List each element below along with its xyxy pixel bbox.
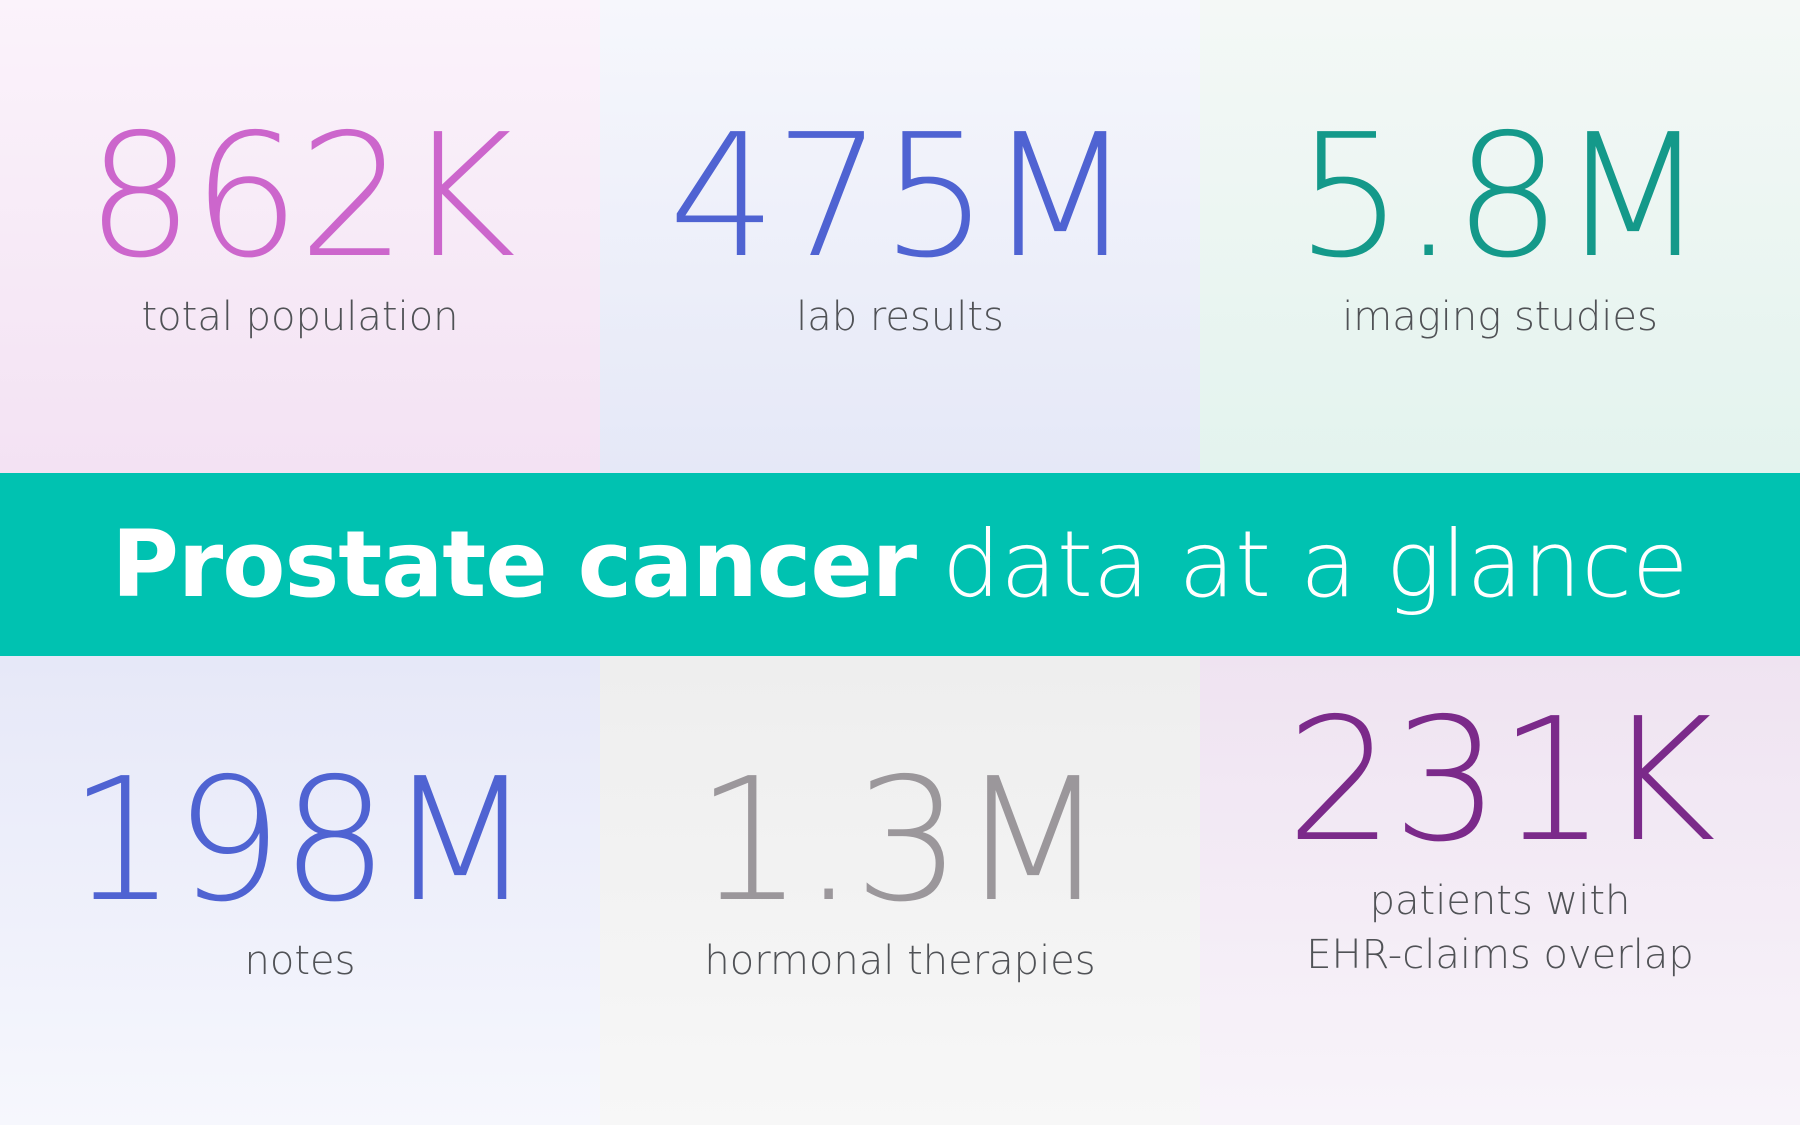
stat-value: 231K	[1286, 682, 1716, 880]
stat-value: 475M	[668, 98, 1133, 296]
stat-label: patients with EHR-claims overlap	[1306, 874, 1693, 982]
stat-card-imaging-studies: 5.8M imaging studies	[1200, 0, 1800, 473]
title-banner: Prostate cancer data at a glance	[0, 473, 1800, 656]
stat-label-line: patients with	[1369, 878, 1631, 924]
stat-value: 862K	[86, 98, 516, 296]
stat-label: lab results	[796, 294, 1004, 340]
stat-label: total population	[141, 294, 459, 340]
stat-card-hormonal-therapies: 1.3M hormonal therapies	[600, 656, 1200, 1125]
stat-card-notes: 198M notes	[0, 656, 600, 1125]
stat-label: hormonal therapies	[704, 938, 1096, 984]
stat-value: 1.3M	[695, 742, 1106, 940]
stat-value: 198M	[68, 742, 533, 940]
stats-row-top: 862K total population 475M lab results 5…	[0, 0, 1800, 473]
stats-row-bottom: 198M notes 1.3M hormonal therapies 231K …	[0, 656, 1800, 1125]
stat-label: notes	[244, 938, 356, 984]
stat-card-ehr-claims-overlap: 231K patients with EHR-claims overlap	[1200, 656, 1800, 1125]
banner-title-light: data at a glance	[942, 511, 1689, 618]
stat-card-total-population: 862K total population	[0, 0, 600, 473]
stat-label: imaging studies	[1342, 294, 1658, 340]
stat-card-lab-results: 475M lab results	[600, 0, 1200, 473]
banner-title-bold: Prostate cancer	[111, 511, 917, 618]
stat-label-line: EHR-claims overlap	[1306, 932, 1694, 978]
stat-value: 5.8M	[1295, 98, 1706, 296]
